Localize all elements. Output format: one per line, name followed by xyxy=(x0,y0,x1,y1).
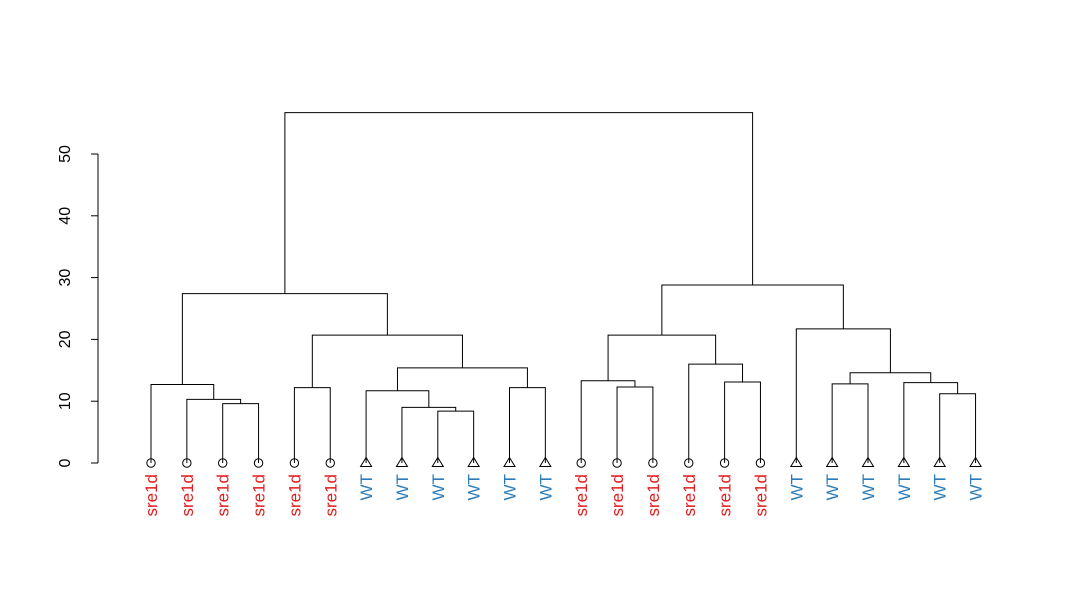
dendrogram-branch xyxy=(150,384,215,463)
dendrogram-branch xyxy=(795,328,891,463)
leaf-marker-triangle xyxy=(503,456,516,467)
dendrogram-branch xyxy=(365,390,430,463)
leaf-label: WT xyxy=(429,474,448,500)
leaf-label: sre1d xyxy=(572,474,591,517)
leaf-label: WT xyxy=(536,474,555,500)
dendrogram-branch xyxy=(311,334,463,388)
leaf-marker-triangle xyxy=(538,456,552,467)
leaf-marker-circle xyxy=(612,458,622,468)
leaf-label: WT xyxy=(787,474,806,500)
leaf-marker-triangle xyxy=(467,456,481,467)
leaf-marker-triangle xyxy=(395,456,409,467)
leaf-marker-circle xyxy=(182,458,192,468)
leaf-marker-circle xyxy=(719,458,730,468)
dendrogram-branch xyxy=(293,387,331,463)
dendrogram-branch xyxy=(661,284,844,336)
dendrogram-branch xyxy=(181,293,388,385)
dendrogram-branch xyxy=(616,386,654,463)
leaf-label: sre1d xyxy=(751,474,770,517)
leaf-label: sre1d xyxy=(250,474,269,517)
dendrogram-branch xyxy=(939,393,977,463)
leaf-label: sre1d xyxy=(321,474,340,517)
leaf-label: WT xyxy=(967,474,986,500)
leaf-label: sre1d xyxy=(285,474,304,517)
leaf-label: WT xyxy=(393,474,412,500)
leaf-marker-circle xyxy=(325,458,335,468)
dendrogram-branch xyxy=(607,334,717,381)
dendrogram-branch xyxy=(284,112,754,294)
y-axis: 0 10 20 30 40 50 xyxy=(57,145,99,467)
dendrogram-branch xyxy=(401,406,457,463)
dendrogram-branch xyxy=(437,410,475,463)
leaf-marker-triangle xyxy=(825,456,839,467)
dendrogram-branch xyxy=(509,387,546,463)
leaf-label: WT xyxy=(859,474,878,500)
y-tick-label: 50 xyxy=(57,145,74,163)
leaf-label: WT xyxy=(823,474,842,500)
leaf-marker-circle xyxy=(684,458,694,468)
dendrogram-branches xyxy=(150,112,977,463)
leaf-label: sre1d xyxy=(608,474,627,517)
leaf-label: WT xyxy=(501,474,520,500)
dendrogram-branch xyxy=(186,398,242,463)
dendrogram-leaves: sre1d sre1d sre1d sre1d sre1d sre1d WT WT WT WT WT… xyxy=(142,456,986,517)
leaf-marker-circle xyxy=(218,458,228,468)
leaf-marker-circle xyxy=(146,458,156,468)
leaf-label: WT xyxy=(357,474,376,500)
dendrogram-branch xyxy=(580,380,636,463)
leaf-label: WT xyxy=(465,474,484,500)
y-tick-label: 30 xyxy=(57,269,74,287)
dendrogram-branch xyxy=(688,363,744,463)
dendrogram-branch xyxy=(222,403,260,463)
dendrogram-branch xyxy=(396,367,528,391)
dendrogram-branch xyxy=(724,381,761,463)
leaf-marker-triangle xyxy=(897,456,911,467)
y-tick-label: 40 xyxy=(57,207,74,225)
leaf-label: WT xyxy=(931,474,950,500)
leaf-marker-triangle xyxy=(359,456,373,467)
leaf-marker-triangle xyxy=(969,456,982,467)
leaf-marker-circle xyxy=(648,458,658,468)
y-tick-label: 20 xyxy=(57,330,74,348)
dendrogram-branch xyxy=(903,382,959,463)
leaf-marker-circle xyxy=(289,458,300,468)
leaf-marker-circle xyxy=(253,458,264,468)
leaf-marker-circle xyxy=(755,458,766,468)
leaf-label: sre1d xyxy=(178,474,197,517)
leaf-label: sre1d xyxy=(142,474,161,517)
leaf-marker-triangle xyxy=(933,456,947,467)
leaf-marker-circle xyxy=(576,458,586,468)
y-tick-label: 0 xyxy=(57,458,74,467)
leaf-label: WT xyxy=(895,474,914,500)
leaf-label: sre1d xyxy=(680,474,699,517)
leaf-marker-triangle xyxy=(431,456,445,467)
dendrogram-branch xyxy=(831,383,869,463)
leaf-label: sre1d xyxy=(716,474,735,517)
leaf-marker-triangle xyxy=(789,456,803,467)
leaf-label: sre1d xyxy=(214,474,233,517)
leaf-label: sre1d xyxy=(644,474,663,517)
y-tick-label: 10 xyxy=(57,392,74,410)
leaf-marker-triangle xyxy=(861,456,875,467)
